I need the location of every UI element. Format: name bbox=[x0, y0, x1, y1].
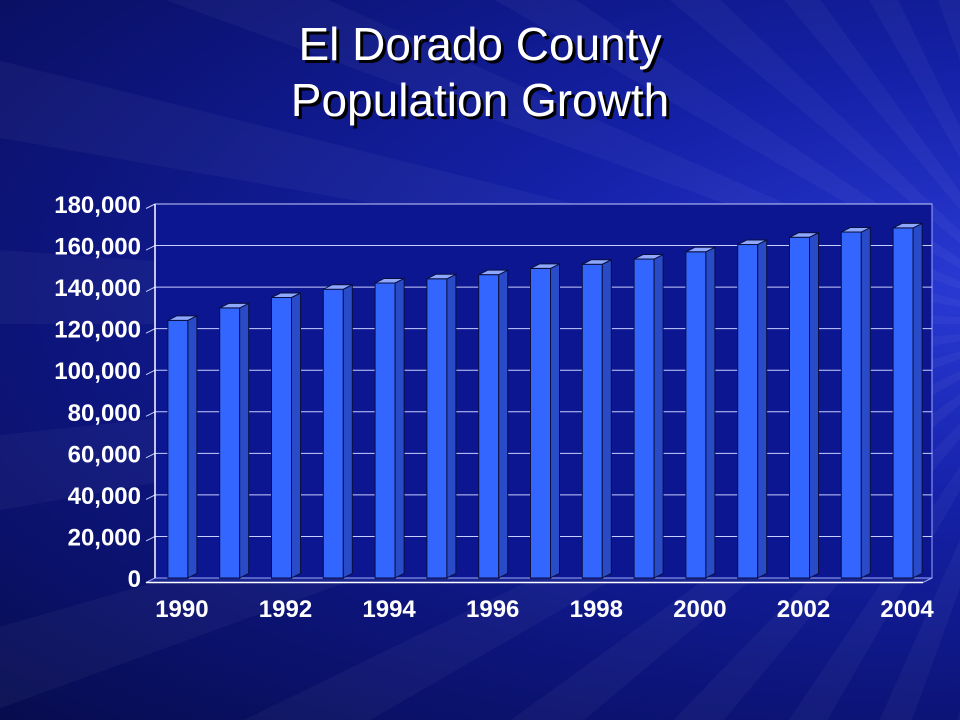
y-tick-label: 20,000 bbox=[68, 524, 141, 551]
bar-side bbox=[601, 258, 612, 579]
bars bbox=[167, 222, 923, 579]
y-tick-label: 80,000 bbox=[68, 400, 141, 427]
bar-top bbox=[582, 259, 612, 265]
x-tick-label: 1994 bbox=[362, 596, 416, 623]
bar-front bbox=[581, 263, 603, 579]
bar-front bbox=[374, 282, 396, 579]
y-tick-label: 40,000 bbox=[68, 483, 141, 510]
bar-1999 bbox=[633, 253, 664, 579]
bar-front bbox=[426, 278, 448, 579]
bar-top bbox=[167, 315, 198, 321]
bar-top bbox=[841, 227, 871, 233]
bar-side bbox=[291, 292, 301, 579]
bar-2002 bbox=[789, 231, 819, 579]
gridline-side bbox=[145, 494, 156, 500]
bar-front bbox=[271, 297, 292, 579]
bar-top bbox=[374, 277, 405, 284]
bar-top bbox=[789, 232, 819, 238]
bar-top bbox=[892, 222, 923, 229]
bar-front bbox=[478, 274, 500, 579]
bar-front bbox=[322, 288, 344, 579]
y-tick-label: 160,000 bbox=[54, 234, 141, 261]
y-axis-ticks: 0 20,000 40,000 60,000 80,000 100,000 120,000 1… bbox=[54, 192, 141, 593]
chart-title: El Dorado County Population Growth bbox=[0, 16, 960, 128]
bar-side bbox=[912, 222, 923, 579]
gridline-side bbox=[145, 535, 156, 542]
gridline-side bbox=[145, 369, 156, 376]
gridline-side bbox=[145, 411, 156, 417]
bar-top bbox=[323, 284, 353, 290]
bar-side bbox=[705, 246, 716, 579]
bar-side bbox=[757, 239, 768, 579]
bar-2003 bbox=[840, 226, 871, 579]
bar-top bbox=[633, 254, 664, 260]
x-tick-label: 2004 bbox=[880, 596, 934, 623]
bar-side bbox=[187, 315, 198, 579]
bar-side bbox=[550, 263, 560, 579]
bar-top bbox=[737, 239, 767, 246]
bar-front bbox=[219, 307, 241, 579]
bar-side bbox=[394, 277, 405, 579]
bar-2004 bbox=[892, 222, 923, 579]
bar-1990 bbox=[167, 315, 198, 579]
bar-1995 bbox=[426, 273, 457, 579]
y-tick-label: 140,000 bbox=[54, 275, 141, 302]
bar-1997 bbox=[530, 263, 560, 579]
bar-2001 bbox=[737, 239, 768, 579]
bar-top bbox=[271, 292, 301, 298]
y-tick-label: 180,000 bbox=[54, 192, 141, 219]
bar-1993 bbox=[322, 283, 353, 579]
gridline-side bbox=[145, 203, 156, 209]
bar-front bbox=[633, 258, 655, 579]
y-tick-label: 60,000 bbox=[68, 441, 141, 468]
bar-front bbox=[530, 267, 551, 579]
bar-side bbox=[653, 253, 664, 579]
bar-side bbox=[342, 283, 353, 579]
x-tick-label: 2002 bbox=[777, 596, 830, 623]
bar-front bbox=[789, 236, 810, 579]
x-tick-label: 1990 bbox=[155, 596, 208, 623]
bar-side bbox=[446, 273, 457, 579]
x-axis-ticks: 1990 1992 1994 1996 1998 2000 2002 2004 bbox=[155, 596, 934, 623]
chart-title-line1: El Dorado County bbox=[298, 18, 662, 70]
bar-1992 bbox=[271, 292, 301, 579]
chart-title-line2: Population Growth bbox=[290, 74, 670, 126]
bar-front bbox=[737, 244, 759, 579]
gridline-side bbox=[145, 328, 156, 334]
bar-top bbox=[530, 263, 560, 269]
bar-side bbox=[239, 302, 250, 579]
axes bbox=[146, 204, 923, 584]
bar-side bbox=[860, 226, 871, 579]
bar-2000 bbox=[685, 246, 716, 579]
y-tick-label: 0 bbox=[128, 566, 141, 593]
bar-top bbox=[426, 273, 457, 280]
y-tick-label: 100,000 bbox=[54, 358, 141, 385]
bar-1991 bbox=[219, 302, 250, 579]
gridline-side bbox=[145, 452, 156, 459]
x-tick-label: 1992 bbox=[259, 596, 312, 623]
bar-front bbox=[167, 319, 189, 579]
bar-front bbox=[685, 251, 707, 579]
x-tick-label: 1998 bbox=[570, 596, 623, 623]
x-tick-label: 2000 bbox=[673, 596, 726, 623]
gridline-side bbox=[145, 286, 156, 293]
y-tick-label: 120,000 bbox=[54, 317, 141, 344]
bar-side bbox=[809, 231, 819, 579]
bar-top bbox=[685, 246, 716, 253]
bar-front bbox=[892, 227, 914, 579]
bar-1998 bbox=[581, 258, 612, 579]
bar-top bbox=[219, 302, 249, 309]
bar-top bbox=[478, 269, 508, 276]
x-tick-label: 1996 bbox=[466, 596, 519, 623]
bar-front bbox=[840, 231, 862, 579]
bar-side bbox=[498, 269, 509, 579]
gridline-side bbox=[145, 245, 156, 251]
bar-1994 bbox=[374, 277, 405, 579]
bar-1996 bbox=[478, 269, 509, 579]
